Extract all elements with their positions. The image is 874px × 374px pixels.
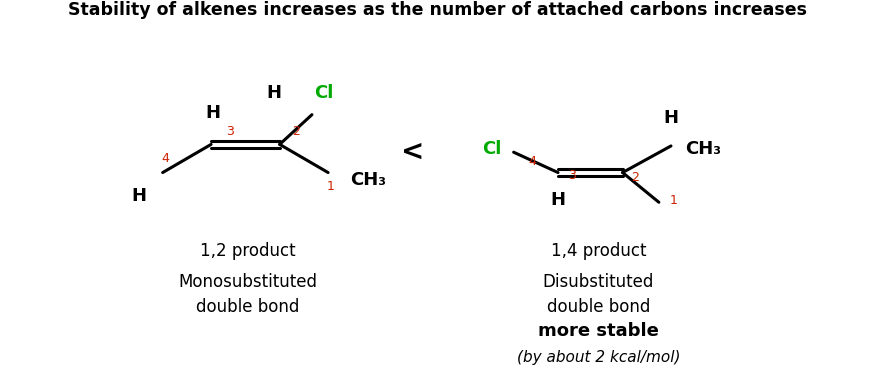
Text: H: H — [551, 191, 565, 209]
Text: double bond: double bond — [546, 298, 650, 316]
Text: CH₃: CH₃ — [685, 140, 722, 158]
Text: Cl: Cl — [482, 140, 502, 158]
Text: 3: 3 — [568, 169, 576, 182]
Text: 1: 1 — [327, 180, 335, 193]
Text: Monosubstituted: Monosubstituted — [178, 273, 317, 291]
Text: H: H — [267, 84, 281, 102]
Text: H: H — [131, 187, 146, 205]
Text: 1,2 product: 1,2 product — [199, 242, 295, 260]
Text: 1,4 product: 1,4 product — [551, 242, 646, 260]
Text: (by about 2 kcal/mol): (by about 2 kcal/mol) — [517, 350, 680, 365]
Text: 2: 2 — [631, 171, 639, 184]
Text: Disubstituted: Disubstituted — [543, 273, 654, 291]
Text: 2: 2 — [292, 125, 300, 138]
Text: 3: 3 — [225, 125, 233, 138]
Text: 1: 1 — [669, 194, 677, 207]
Text: double bond: double bond — [196, 298, 299, 316]
Text: H: H — [205, 104, 220, 122]
Text: 4: 4 — [528, 155, 536, 168]
Text: <: < — [401, 138, 425, 166]
Text: CH₃: CH₃ — [350, 171, 385, 189]
Text: Cl: Cl — [315, 84, 334, 102]
Text: Stability of alkenes increases as the number of attached carbons increases: Stability of alkenes increases as the nu… — [67, 1, 807, 19]
Text: H: H — [663, 109, 678, 127]
Text: 4: 4 — [161, 152, 169, 165]
Text: more stable: more stable — [538, 322, 659, 340]
